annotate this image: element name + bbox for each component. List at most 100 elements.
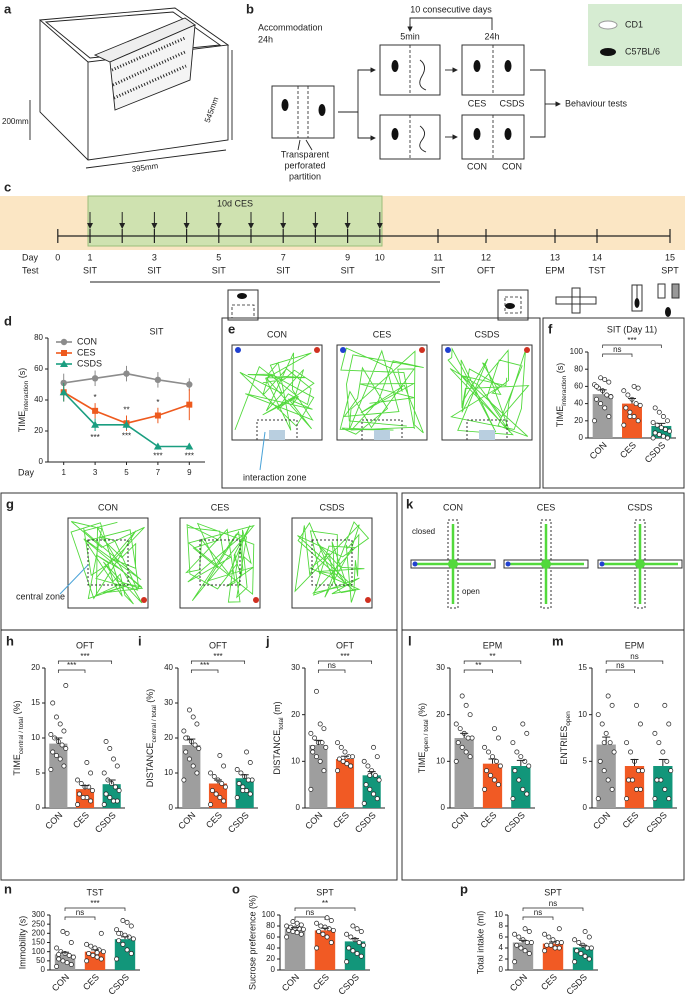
x-tick-label: CON [588, 440, 609, 461]
data-point [217, 795, 223, 800]
panel-letter: j [265, 633, 270, 648]
data-point [66, 952, 72, 958]
data-point [556, 926, 562, 932]
data-point [103, 739, 109, 744]
data-point [512, 931, 518, 937]
y-axis-label: DISTANCEtotal (m) [272, 701, 284, 774]
bar [511, 766, 531, 808]
marker [123, 370, 130, 377]
data-point [652, 730, 658, 736]
data-point [234, 795, 240, 800]
y-axis-label: TIMEinteraction (s) [555, 363, 567, 428]
data-point [111, 756, 116, 762]
x-tick-label: CON [508, 972, 529, 993]
x-tick-label: 7 [156, 468, 161, 477]
data-point [84, 760, 90, 765]
data-point [624, 796, 630, 802]
data-point [98, 930, 104, 936]
center [448, 559, 458, 569]
data-point [354, 926, 360, 932]
data-point [371, 744, 376, 750]
y-axis-label: DISTANCEcentral / total (%) [145, 689, 157, 788]
y-tick-label: 300 [32, 910, 46, 919]
data-point [116, 938, 122, 944]
data-point [514, 942, 520, 948]
bar [314, 930, 336, 970]
data-point [342, 749, 348, 755]
data-point [492, 726, 497, 732]
group-label: CON [467, 161, 487, 171]
data-point [61, 728, 67, 734]
data-point [658, 425, 664, 431]
data-point [662, 702, 668, 708]
data-point [631, 383, 637, 389]
data-point [190, 714, 196, 720]
label-main: DISTANCE [272, 730, 282, 775]
data-point [520, 786, 526, 792]
x-tick-label: 5 [124, 468, 129, 477]
data-point [465, 735, 471, 741]
data-point [356, 940, 362, 945]
marker [91, 375, 99, 382]
x-tick-label: CSDS [643, 440, 668, 465]
y-tick-label: 0 [39, 457, 44, 466]
data-point [605, 693, 611, 699]
end-dot [253, 597, 259, 603]
data-point [627, 409, 633, 415]
bar [284, 928, 306, 970]
data-point [217, 753, 223, 758]
annotation: central zone [16, 591, 65, 601]
arena-title: CON [443, 502, 463, 512]
data-point [469, 735, 475, 741]
y-tick-label: 0 [583, 803, 588, 812]
y-tick-label: 100 [262, 910, 276, 919]
data-point [592, 418, 597, 424]
significance-bracket [522, 907, 584, 911]
panel-letter: a [4, 1, 12, 16]
data-point [320, 931, 326, 937]
data-point [604, 392, 610, 398]
data-point [367, 786, 373, 792]
bar [335, 759, 355, 808]
data-point [324, 915, 330, 921]
data-point [361, 758, 367, 764]
data-point [245, 777, 251, 783]
chart-title: EPM [483, 640, 503, 650]
data-point [463, 749, 469, 755]
cage-drawing [29, 7, 233, 169]
data-point [57, 721, 63, 727]
y-tick-label: 100 [32, 947, 46, 956]
label-unit: (%) [417, 703, 427, 717]
central-zone [87, 539, 129, 586]
data-point [56, 956, 62, 962]
label-sub: open / total [423, 719, 430, 752]
data-point [335, 740, 340, 746]
data-point [597, 758, 603, 764]
protocol-text: 24h [484, 31, 499, 41]
y-tick-label: 10 [31, 733, 40, 742]
data-point [488, 772, 493, 778]
center [635, 559, 645, 569]
end-dot [314, 347, 320, 353]
data-point [459, 693, 465, 699]
significance-bracket [64, 916, 96, 920]
y-tick-label: 80 [574, 364, 583, 373]
panel-letter: l [408, 633, 412, 648]
significance-label: *** [90, 433, 99, 442]
y-tick-label: 0 [41, 965, 46, 974]
data-point [522, 948, 528, 954]
marker [59, 388, 68, 396]
panel-frame [401, 492, 685, 881]
data-point [208, 770, 213, 776]
data-point [209, 788, 215, 793]
track [185, 522, 255, 603]
x-tick-label: CSDS [336, 972, 361, 997]
data-point [598, 375, 604, 381]
data-point [50, 749, 56, 755]
data-point [298, 931, 304, 937]
x-tick-label: CES [311, 972, 331, 992]
data-point [636, 768, 641, 774]
data-point [520, 721, 526, 727]
marker [186, 381, 193, 388]
y-tick-label: 0 [271, 965, 276, 974]
